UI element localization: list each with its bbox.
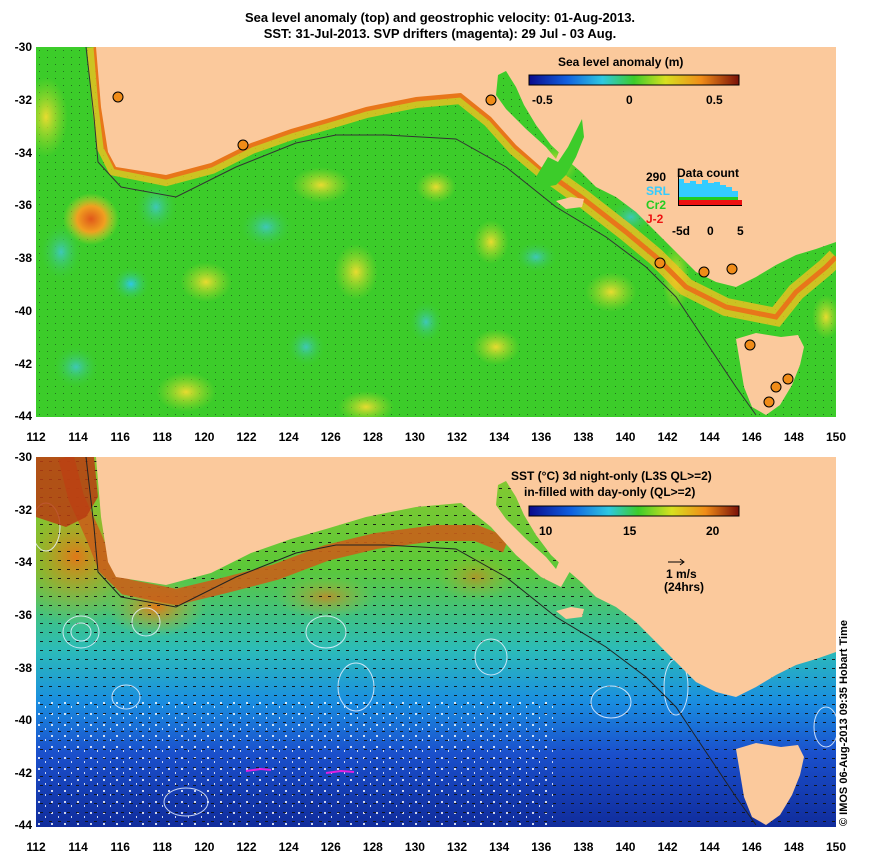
copyright-text: © IMOS 06-Aug-2013 09:35 Hobart Time — [838, 620, 850, 826]
bottom-y-tick-40: -40 — [14, 713, 32, 727]
sla-colorbar — [528, 74, 740, 86]
top-x-tick-136: 136 — [531, 430, 552, 444]
bottom-x-tick-140: 140 — [615, 840, 636, 854]
sla-legend-title: Sea level anomaly (m) — [558, 55, 684, 69]
shelf-contour-sst — [85, 457, 757, 826]
tasmania-sst — [736, 743, 804, 825]
satellite-label-cr2: Cr2 — [646, 198, 667, 212]
top-y-tick-36: -36 — [14, 198, 32, 212]
bottom-y-tick-36: -36 — [14, 608, 32, 622]
top-x-tick-128: 128 — [362, 430, 383, 444]
bottom-x-tick-124: 124 — [278, 840, 299, 854]
top-y-tick-42: -42 — [14, 357, 32, 371]
title-line-1: Sea level anomaly (top) and geostrophic … — [244, 10, 636, 25]
tasmania — [736, 333, 804, 415]
bottom-x-tick-126: 126 — [320, 840, 341, 854]
sla-colorbar-tick-3: 0.5 — [706, 93, 723, 107]
top-x-tick-112: 112 — [26, 430, 46, 444]
coastal-anomaly-core — [93, 47, 836, 320]
top-x-tick-146: 146 — [741, 430, 762, 444]
top-y-tick-38: -38 — [14, 251, 32, 265]
data-count-title: Data count — [677, 166, 740, 180]
bottom-x-tick-112: 112 — [26, 840, 46, 854]
bottom-y-tick-42: -42 — [14, 766, 32, 780]
bottom-y-tick-30: -30 — [14, 450, 32, 464]
bottom-x-tick-122: 122 — [236, 840, 257, 854]
bottom-x-tick-136: 136 — [531, 840, 552, 854]
top-x-tick-150: 150 — [825, 430, 847, 444]
tide-gauge-markers — [112, 91, 794, 408]
bottom-x-tick-132: 132 — [447, 840, 468, 854]
bottom-x-tick-130: 130 — [404, 840, 425, 854]
satellite-label-srl: SRL — [646, 184, 670, 198]
sla-colorbar-tick-2: 0 — [626, 93, 633, 107]
bottom-x-tick-142: 142 — [657, 840, 678, 854]
top-x-tick-124: 124 — [278, 430, 299, 444]
bottom-y-tick-38: -38 — [14, 661, 32, 675]
data-count-max: 290 — [646, 170, 667, 184]
data-count-histogram — [678, 177, 742, 206]
shelf-contour — [85, 47, 757, 416]
top-x-tick-144: 144 — [699, 430, 720, 444]
spencer-gulf-peninsula — [536, 119, 584, 187]
sst-colorbar — [528, 505, 740, 517]
top-x-tick-116: 116 — [110, 430, 130, 444]
bottom-x-tick-120: 120 — [194, 840, 215, 854]
bottom-x-tick-128: 128 — [362, 840, 383, 854]
kangaroo-island-sst — [556, 607, 584, 619]
top-y-tick-40: -40 — [14, 304, 32, 318]
hot-sst-corner — [36, 457, 98, 527]
top-x-tick-120: 120 — [194, 430, 215, 444]
top-y-tick-30: -30 — [14, 40, 32, 54]
data-count-tick-1: -5d — [672, 224, 690, 238]
velocity-scale-label: 1 m/s — [666, 567, 697, 581]
top-x-tick-138: 138 — [573, 430, 594, 444]
top-y-tick-32: -32 — [14, 93, 32, 107]
top-x-tick-134: 134 — [489, 430, 510, 444]
top-x-tick-132: 132 — [447, 430, 468, 444]
velocity-scale-sub: (24hrs) — [664, 580, 705, 594]
title-line-2: SST: 31-Jul-2013. SVP drifters (magenta)… — [263, 26, 617, 41]
bottom-x-tick-134: 134 — [489, 840, 510, 854]
data-count-tick-3: 5 — [737, 224, 744, 238]
bottom-y-tick-32: -32 — [14, 503, 32, 517]
sla-colorbar-tick-1: -0.5 — [532, 93, 553, 107]
leeuwin-current — [58, 457, 509, 606]
svp-drifter-tracks — [245, 767, 355, 774]
sea-level-anomaly-map — [36, 47, 836, 417]
top-x-tick-148: 148 — [783, 430, 804, 444]
australia-mainland-sst — [36, 457, 836, 697]
top-x-tick-142: 142 — [657, 430, 678, 444]
top-x-tick-126: 126 — [320, 430, 341, 444]
top-x-tick-140: 140 — [615, 430, 636, 444]
top-x-tick-130: 130 — [404, 430, 425, 444]
top-y-tick-44: -44 — [14, 409, 32, 423]
top-x-tick-118: 118 — [152, 430, 172, 444]
kangaroo-island — [556, 197, 584, 209]
bottom-x-tick-116: 116 — [110, 840, 130, 854]
bottom-x-tick-150: 150 — [825, 840, 847, 854]
sst-map — [36, 457, 836, 827]
sst-legend-line-1: SST (°C) 3d night-only (L3S QL>=2) — [511, 469, 712, 483]
top-y-tick-34: -34 — [14, 146, 32, 160]
sst-legend-line-2: in-filled with day-only (QL>=2) — [524, 485, 696, 499]
bottom-x-tick-138: 138 — [573, 840, 594, 854]
bottom-x-tick-146: 146 — [741, 840, 762, 854]
velocity-scale-arrow — [668, 558, 685, 566]
sst-colorbar-tick-2: 15 — [623, 524, 637, 538]
bottom-x-tick-144: 144 — [699, 840, 720, 854]
bottom-y-tick-44: -44 — [14, 818, 32, 832]
bottom-x-tick-114: 114 — [68, 840, 88, 854]
australia-mainland — [36, 47, 836, 287]
data-count-tick-2: 0 — [707, 224, 714, 238]
bottom-x-tick-118: 118 — [152, 840, 172, 854]
top-x-tick-114: 114 — [68, 430, 88, 444]
top-x-tick-122: 122 — [236, 430, 257, 444]
sst-colorbar-tick-3: 20 — [706, 524, 720, 538]
sst-colorbar-tick-1: 10 — [539, 524, 553, 538]
bottom-y-tick-34: -34 — [14, 555, 32, 569]
bottom-x-tick-148: 148 — [783, 840, 804, 854]
satellite-label-j2: J-2 — [646, 212, 664, 226]
